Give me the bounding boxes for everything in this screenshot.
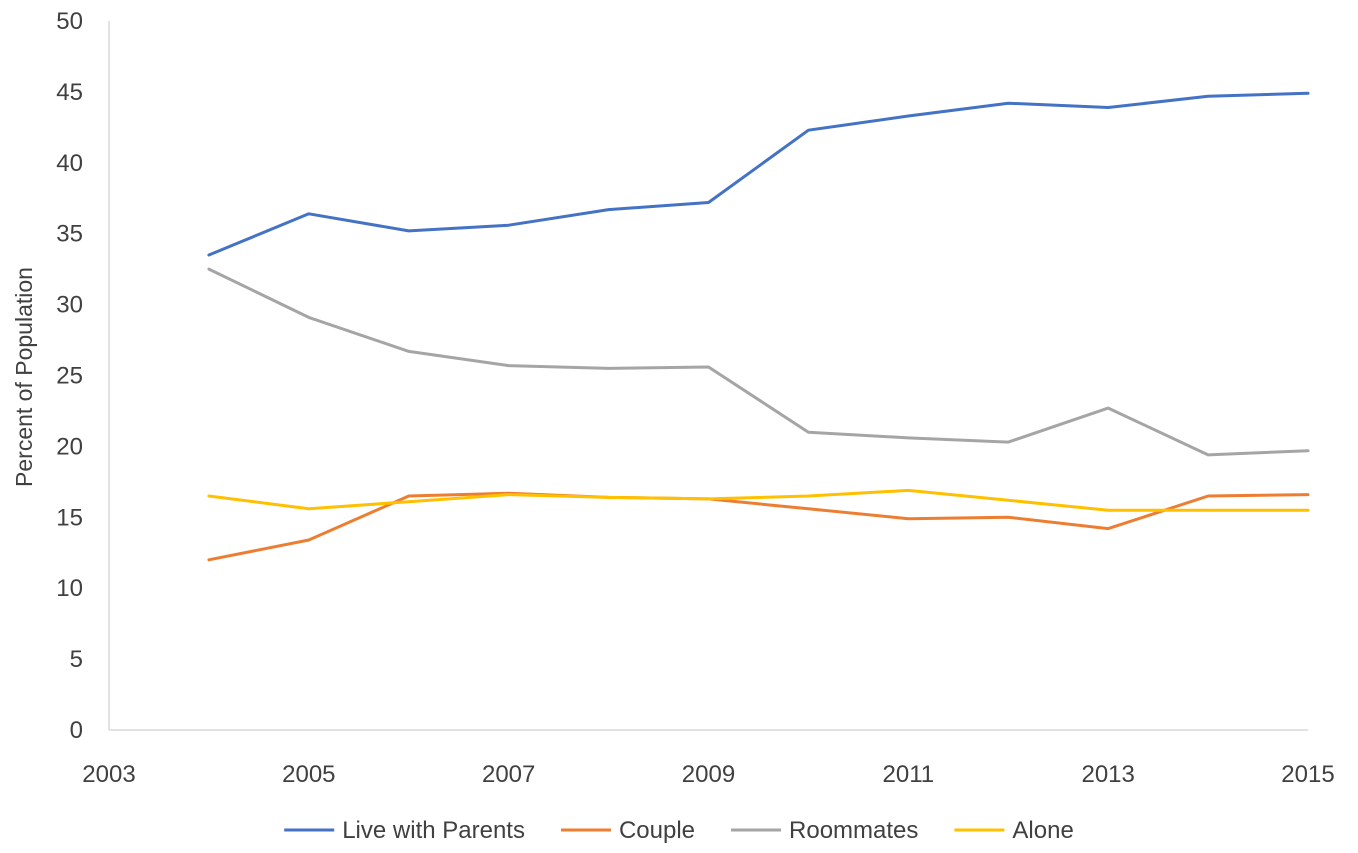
x-tick-label: 2013	[1081, 761, 1134, 788]
y-tick-label: 10	[56, 575, 83, 602]
y-tick-label: 45	[56, 79, 83, 106]
series-line-roommates	[207, 267, 1310, 457]
legend-label: Roommates	[789, 817, 918, 844]
series-lines	[207, 91, 1310, 562]
y-tick-label: 0	[70, 717, 83, 744]
legend-item-couple: Couple	[560, 817, 695, 844]
legend: Live with Parents Couple Roommates Alone	[284, 817, 1074, 844]
legend-label: Live with Parents	[342, 817, 525, 844]
legend-item-live-with-parents: Live with Parents	[284, 817, 525, 844]
series-line-alone	[207, 488, 1310, 512]
x-tick-label: 2007	[482, 761, 535, 788]
x-tick-label: 2009	[682, 761, 735, 788]
y-axis-ticks: 0 5 10 15 20 25 30 35 40 45 50	[56, 8, 83, 744]
y-tick-label: 30	[56, 292, 83, 319]
legend-item-alone: Alone	[954, 817, 1074, 844]
legend-item-roommates: Roommates	[731, 817, 918, 844]
series-line-live-with-parents	[207, 91, 1310, 257]
axes	[108, 21, 1308, 731]
x-axis-ticks: 2003 2005 2007 2009 2011 2013 2015	[82, 761, 1334, 788]
y-tick-label: 25	[56, 363, 83, 390]
y-tick-label: 15	[56, 504, 83, 531]
x-tick-label: 2011	[883, 761, 935, 788]
x-tick-label: 2003	[82, 761, 135, 788]
y-tick-label: 5	[70, 646, 83, 673]
y-tick-label: 35	[56, 221, 83, 248]
y-axis-label: Percent of Population	[11, 267, 37, 487]
legend-label: Couple	[619, 817, 695, 844]
y-tick-label: 40	[56, 150, 83, 177]
y-tick-label: 20	[56, 433, 83, 460]
x-tick-label: 2005	[282, 761, 335, 788]
x-tick-label: 2015	[1281, 761, 1334, 788]
y-tick-label: 50	[56, 8, 83, 35]
legend-label: Alone	[1012, 817, 1073, 844]
